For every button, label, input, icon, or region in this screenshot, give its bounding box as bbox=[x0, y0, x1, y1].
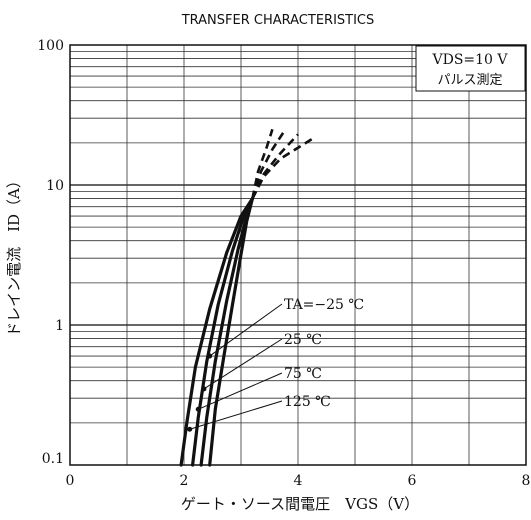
curves bbox=[179, 128, 316, 467]
series-curve bbox=[199, 197, 254, 467]
y-axis-label: ドレイン電流 ID（A） bbox=[5, 173, 23, 337]
y-tick-label: 10 bbox=[46, 178, 64, 194]
condition-box: VDS=10 V パルス測定 bbox=[415, 45, 526, 92]
annotation-leader bbox=[189, 400, 283, 430]
series-curve-extrapolated bbox=[251, 135, 316, 200]
annotation-label: 125 ℃ bbox=[284, 394, 331, 410]
annotation-leader bbox=[209, 303, 283, 357]
y-tick-label: 0.1 bbox=[42, 451, 64, 467]
y-tick-label: 1 bbox=[55, 318, 64, 334]
plot-frame bbox=[69, 44, 527, 466]
condition-pulse: パルス測定 bbox=[437, 73, 502, 88]
series-curve bbox=[179, 197, 254, 467]
annotation-label: TA=−25 ℃ bbox=[284, 297, 364, 313]
x-axis-label: ゲート・ソース間電圧 VGS（V） bbox=[181, 495, 419, 513]
annotations: TA=−25 ℃ 25 ℃ 75 ℃ 125 ℃ bbox=[187, 297, 364, 432]
annotation-dot bbox=[195, 406, 201, 412]
series-curve-extrapolated bbox=[251, 131, 285, 199]
annotation-label: 75 ℃ bbox=[284, 366, 322, 382]
annotation-leader bbox=[203, 338, 283, 390]
x-tick-label: 4 bbox=[294, 473, 303, 489]
annotation-dot bbox=[207, 353, 213, 359]
x-tick-label: 2 bbox=[180, 473, 189, 489]
x-tick-label: 0 bbox=[66, 473, 75, 489]
series-curve bbox=[191, 197, 254, 467]
annotation-leader bbox=[198, 372, 283, 410]
y-tick-labels: 0.1 1 10 100 bbox=[37, 38, 64, 467]
chart-title: TRANSFER CHARACTERISTICS bbox=[181, 13, 375, 28]
annotation-dot bbox=[187, 426, 193, 432]
x-tick-label: 8 bbox=[522, 473, 531, 489]
series-curve-extrapolated bbox=[251, 133, 299, 200]
annotation-dot bbox=[201, 386, 207, 392]
annotation-label: 25 ℃ bbox=[284, 332, 322, 348]
x-tick-label: 6 bbox=[408, 473, 417, 489]
y-tick-label: 100 bbox=[37, 38, 64, 54]
x-tick-labels: 0 2 4 6 8 bbox=[66, 473, 531, 489]
series-curve-extrapolated bbox=[251, 128, 274, 199]
condition-vds: VDS=10 V bbox=[431, 52, 508, 68]
